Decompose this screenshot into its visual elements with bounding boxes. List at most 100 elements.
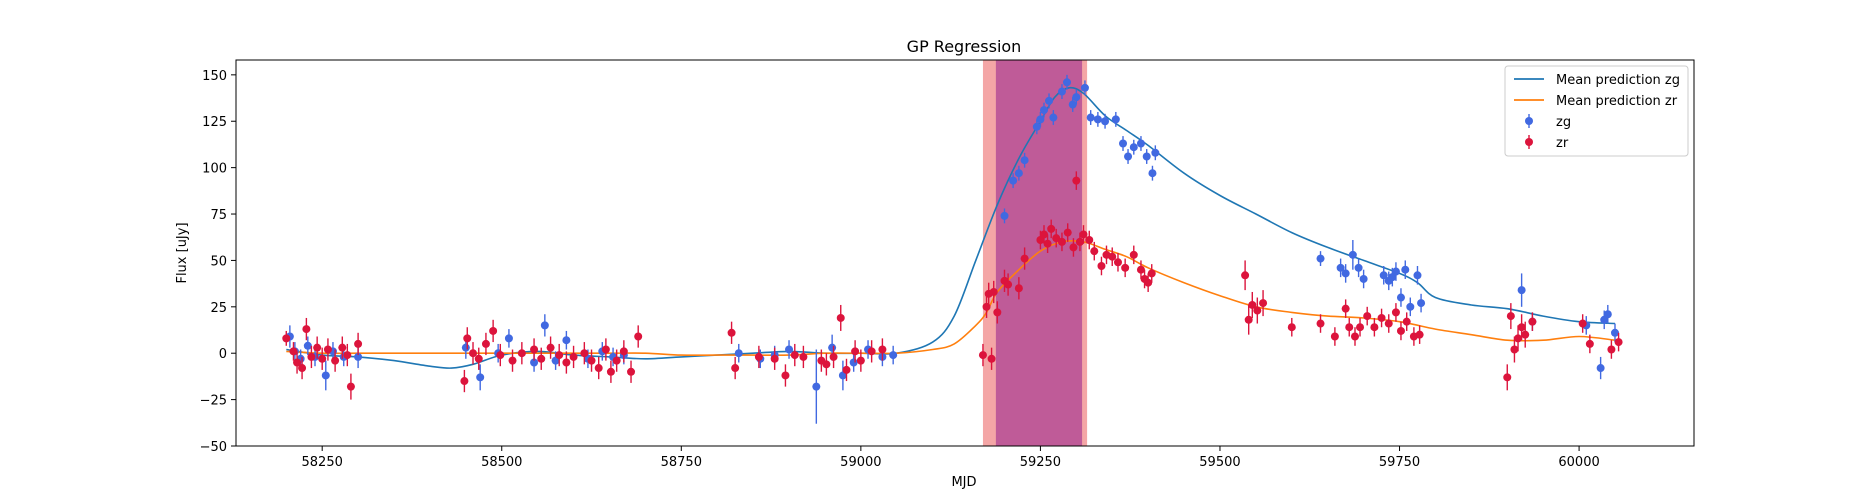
zr-point <box>1514 325 1523 352</box>
zr-marker <box>343 351 352 360</box>
zg-marker <box>562 336 571 345</box>
zg-marker <box>889 351 898 360</box>
zg-point <box>1101 113 1110 129</box>
zr-point <box>1363 306 1372 326</box>
zr-point <box>1144 273 1153 292</box>
zr-marker <box>1144 278 1153 287</box>
zg-point <box>1036 111 1045 127</box>
zr-point <box>836 304 845 331</box>
zr-marker <box>842 365 851 374</box>
zr-point <box>1415 325 1424 344</box>
zg-point <box>838 360 847 391</box>
zr-point <box>1345 317 1354 337</box>
zr-marker <box>517 349 526 358</box>
zr-marker <box>1129 250 1138 259</box>
x-tick-label: 59500 <box>1199 455 1240 470</box>
zr-point <box>508 349 517 372</box>
zg-marker <box>1032 122 1041 131</box>
zg-point <box>1040 102 1049 118</box>
zg-marker <box>1111 115 1120 124</box>
zr-point <box>1341 299 1350 318</box>
zr-point <box>987 347 996 370</box>
zr-marker <box>1517 323 1526 332</box>
zr-marker <box>1043 239 1052 248</box>
legend-marker-swatch <box>1525 138 1533 146</box>
zg-marker <box>1068 100 1077 109</box>
zr-point <box>1241 260 1250 291</box>
zg-point <box>1610 323 1619 343</box>
zr-point <box>463 327 472 350</box>
zg-marker <box>1148 169 1157 178</box>
zg-point <box>1032 119 1041 135</box>
zr-point <box>1521 321 1530 348</box>
zr-point <box>1040 225 1049 244</box>
zr-marker <box>727 328 736 337</box>
zg-marker <box>1136 139 1145 148</box>
zg-marker <box>1391 267 1400 276</box>
y-tick-label: 25 <box>210 301 227 316</box>
zr-point <box>606 360 615 383</box>
zr-point <box>1402 312 1411 331</box>
zr-marker <box>1345 323 1354 332</box>
zr-marker <box>580 349 589 358</box>
y-axis-ticks: −50 −25 0 25 50 75 100 125 150 <box>200 69 236 455</box>
zg-point <box>1080 80 1089 96</box>
zr-point <box>601 338 610 361</box>
zr-point <box>530 338 539 361</box>
zr-marker <box>799 352 808 361</box>
zr-marker <box>594 364 603 373</box>
zr-point <box>1506 303 1515 330</box>
zr-point <box>851 340 860 363</box>
y-tick-label: 50 <box>210 254 227 269</box>
zg-point <box>1396 288 1405 307</box>
zr-point <box>546 336 555 359</box>
zr-marker <box>1341 304 1350 313</box>
zr-marker <box>829 352 838 361</box>
y-tick-label: 0 <box>219 347 227 362</box>
zg-marker <box>1062 78 1071 87</box>
x-axis-ticks: 58250 58500 58750 59000 59250 59500 59750 60000 <box>302 446 1600 470</box>
zr-marker <box>354 339 363 348</box>
zr-marker <box>569 352 578 361</box>
zr-point <box>799 345 808 369</box>
x-axis-label: MJD <box>951 475 976 490</box>
zr-marker <box>331 356 340 365</box>
zr-point <box>978 343 987 367</box>
zg-point <box>540 314 549 337</box>
zg-marker <box>734 349 743 358</box>
zg-point <box>476 364 485 391</box>
zg-point <box>1379 265 1388 285</box>
zr-marker <box>781 371 790 380</box>
zr-point <box>307 345 316 369</box>
zr-marker <box>1402 317 1411 326</box>
zr-point <box>1528 312 1537 331</box>
zr-marker <box>1356 323 1365 332</box>
zr-point <box>1129 245 1138 265</box>
zr-point <box>1057 232 1066 252</box>
mean-prediction-lines <box>286 86 1616 369</box>
zr-point <box>1072 171 1081 190</box>
zr-marker <box>1253 306 1262 315</box>
zg-point <box>1111 111 1120 127</box>
zg-point <box>1045 93 1054 109</box>
zr-point <box>878 338 887 361</box>
zr-marker <box>1585 339 1594 348</box>
zr-point <box>634 325 643 348</box>
zr-point <box>331 349 340 372</box>
zr-point <box>1287 317 1296 337</box>
zr-marker <box>587 356 596 365</box>
zg-marker <box>1072 93 1081 102</box>
zr-marker <box>989 287 998 296</box>
zr-marker <box>346 382 355 391</box>
legend-entry: zr <box>1525 135 1569 151</box>
zg-point <box>849 353 858 372</box>
zr-point <box>781 364 790 387</box>
zg-marker <box>1417 299 1426 308</box>
zg-point <box>785 340 794 359</box>
zr-marker <box>307 352 316 361</box>
zg-marker <box>1316 254 1325 263</box>
zr-marker <box>1614 338 1623 347</box>
zr-marker <box>993 308 1002 317</box>
zg-point <box>1148 165 1157 181</box>
